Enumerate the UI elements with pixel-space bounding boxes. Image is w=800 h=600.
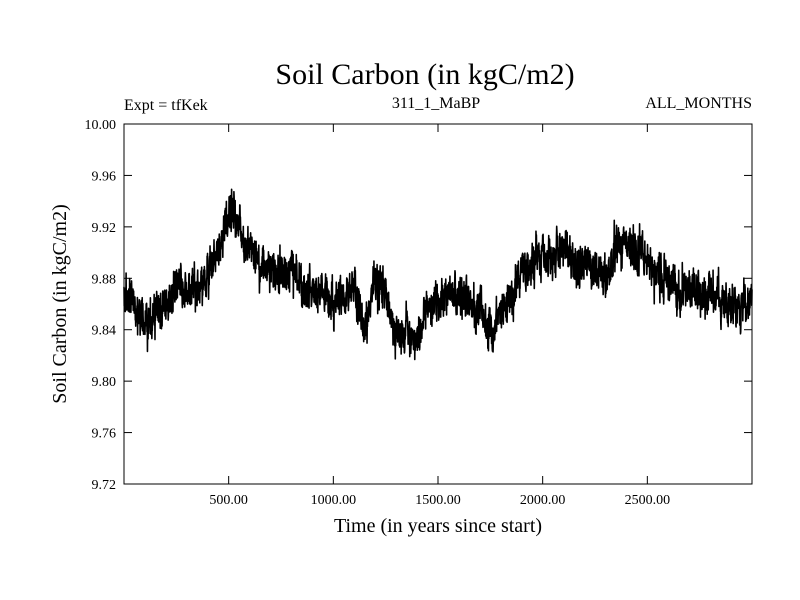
experiment-label: Expt = tfKek (124, 97, 208, 114)
y-tick-label: 9.84 (92, 324, 117, 339)
x-tick-label: 2500.00 (625, 493, 671, 508)
y-tick-label: 9.92 (92, 221, 117, 236)
x-tick-label: 1000.00 (311, 493, 357, 508)
data-layer (123, 188, 753, 361)
chart-title: Soil Carbon (in kgC/m2) (275, 58, 574, 91)
x-axis-label: Time (in years since start) (334, 515, 542, 537)
x-tick-label: 500.00 (209, 493, 248, 508)
run-label: 311_1_MaBP (392, 95, 480, 112)
plot-frame (123, 123, 753, 485)
y-tick-label: 9.72 (92, 478, 117, 493)
axis-ticks: 500.00 1000.00 1500.00 2000.00 2500.00 9.72 9.… (85, 118, 752, 508)
y-tick-label: 9.88 (92, 272, 117, 287)
series-line (123, 188, 753, 361)
x-tick-label: 1500.00 (415, 493, 461, 508)
y-tick-label: 9.96 (92, 169, 117, 184)
y-tick-label: 10.00 (85, 118, 117, 133)
months-label: ALL_MONTHS (645, 95, 752, 112)
y-axis-label: Soil Carbon (in kgC/m2) (49, 204, 71, 403)
y-tick-label: 9.76 (92, 427, 117, 442)
x-tick-label: 2000.00 (520, 493, 566, 508)
y-tick-label: 9.80 (92, 375, 117, 390)
